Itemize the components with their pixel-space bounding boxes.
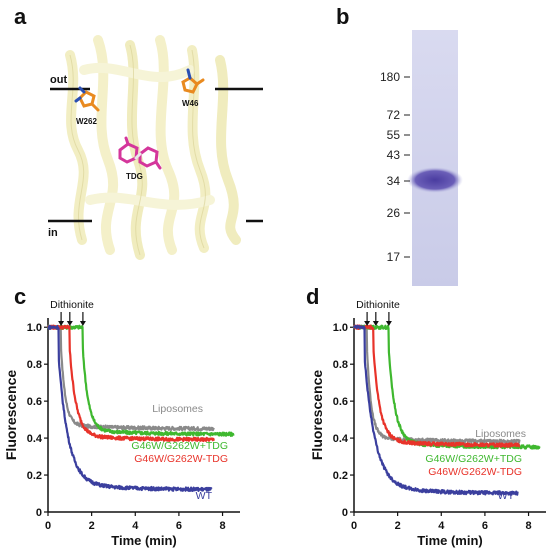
chart-panel-c: 0 0.2 0.4 0.6 0.8 1.0 0 2 4 6 8 Time (min) Fluoresce… [3,299,240,548]
y-tick-label: 0.4 [27,433,43,445]
series-label-wt: WT [196,490,213,502]
panel-letter-a: a [14,4,27,29]
w46-residue [181,68,205,94]
label-in: in [48,227,58,239]
series-line-liposomes [47,324,215,432]
marker-43: 43 [387,148,401,162]
y-tick-label: 0.4 [333,433,349,445]
y-axis-label: Fluorescence [3,370,19,460]
marker-180: 180 [380,70,400,84]
y-tick-label: 0.6 [333,396,348,408]
dithionite-arrow-head [66,321,73,326]
series-line-minus_tdg [353,324,521,448]
dithionite-arrow-head [58,321,65,326]
series-label-liposomes: Liposomes [152,403,203,415]
marker-ladder: 180 72 55 43 34 26 17 [380,70,410,264]
y-tick-label: 0.8 [27,359,42,371]
panel-letter-b: b [336,4,350,29]
y-tick-label: 0.2 [27,470,42,482]
helix-bundle [65,35,241,260]
y-tick-label: 1.0 [333,322,348,334]
series-line-liposomes [352,324,521,445]
dithionite-arrow-head [385,321,392,326]
marker-17: 17 [387,250,401,264]
marker-26: 26 [387,206,401,220]
x-tick-label: 0 [45,520,51,532]
label-w262: W262 [76,117,97,126]
series-label-minus_tdg: G46W/G262W-TDG [428,466,522,478]
dithionite-arrow-head [372,321,379,326]
x-axis-label: Time (min) [417,533,483,548]
y-tick-label: 0.6 [27,396,42,408]
chart-panel-d: 0 0.2 0.4 0.6 0.8 1.0 0 2 4 6 8 Time (min) Fluoresce… [309,299,546,548]
series-label-minus_tdg: G46W/G262W-TDG [134,453,228,465]
y-tick-label: 1.0 [27,322,42,334]
series-label-wt: WT [498,490,515,502]
panel-letter-d: d [306,284,320,309]
y-tick-label: 0.8 [333,359,348,371]
series-label-plus_tdg: G46W/G262W+TDG [131,440,228,452]
y-tick-label: 0 [342,507,348,519]
series-line-plus_tdg [46,324,235,437]
tdg-ligand [118,136,162,170]
series-line-wt [47,324,213,492]
dithionite-label: Dithionite [356,299,400,311]
protein-structure: out in W262 W46 TDG [48,35,263,260]
marker-72: 72 [387,108,401,122]
gel-panel: 180 72 55 43 34 26 17 [380,30,463,286]
x-tick-label: 0 [351,520,357,532]
dithionite-arrow-head [364,321,371,326]
dithionite-label: Dithionite [50,299,94,311]
x-tick-label: 2 [89,520,95,532]
label-tdg: TDG [126,172,143,181]
x-tick-label: 6 [176,520,182,532]
series-label-plus_tdg: G46W/G262W+TDG [425,453,522,465]
x-axis-label: Time (min) [111,533,177,548]
protein-band [407,167,463,193]
y-tick-label: 0.2 [333,470,348,482]
series-line-wt [352,324,519,496]
dithionite-arrow-head [79,321,86,326]
marker-55: 55 [387,128,401,142]
x-tick-label: 8 [219,520,225,532]
panel-letter-c: c [14,284,27,309]
x-tick-label: 6 [482,520,488,532]
series-label-liposomes: Liposomes [475,428,526,440]
label-w46: W46 [182,99,199,108]
x-tick-label: 2 [395,520,401,532]
x-tick-label: 4 [438,520,445,532]
marker-34: 34 [387,174,401,188]
x-tick-label: 4 [132,520,139,532]
series-line-minus_tdg [46,324,215,443]
y-tick-label: 0 [36,507,42,519]
w262-residue [74,86,100,112]
x-tick-label: 8 [525,520,531,532]
gel-lane [412,30,458,286]
label-out: out [50,74,67,86]
y-axis-label: Fluorescence [309,370,325,460]
